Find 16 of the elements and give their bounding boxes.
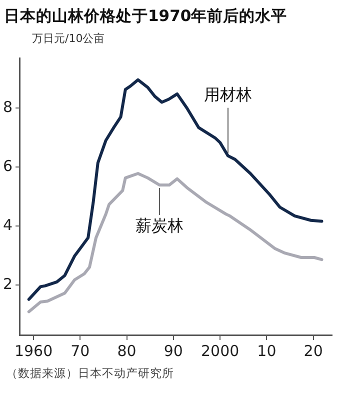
series-label: 薪炭林 <box>135 216 184 236</box>
x-tick-label: 80 <box>117 342 136 360</box>
x-tick-label: 70 <box>70 342 90 360</box>
y-tick-label: 2 <box>2 274 13 293</box>
x-tick-label: 1960 <box>14 342 53 360</box>
y-tick-label: 6 <box>2 156 13 175</box>
x-tick-label: 20 <box>304 342 323 360</box>
y-axis-title: 万日元/10公亩 <box>31 31 106 46</box>
chart-title: 日本的山林价格处于1970年前后的水平 <box>3 6 288 27</box>
y-tick-label: 8 <box>2 98 13 116</box>
y-tick-label: 4 <box>2 216 13 234</box>
x-tick-label: 2000 <box>200 342 240 360</box>
series-label: 用材林 <box>204 84 252 104</box>
text: （数据来源）日本不动产研究所 <box>5 365 175 381</box>
x-tick-label: 10 <box>257 342 276 360</box>
x-tick-label: 90 <box>164 342 183 360</box>
